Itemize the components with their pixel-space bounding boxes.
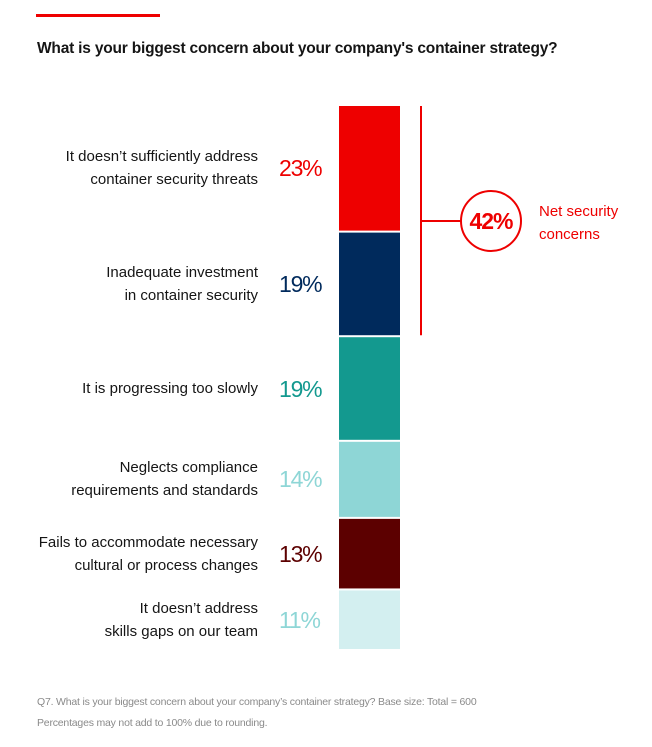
chart-title: What is your biggest concern about your … [37, 40, 558, 57]
category-label-4: Neglects compliance requirements and stan… [18, 456, 258, 502]
net-security-label: Net security concerns [539, 203, 619, 243]
category-label-line: in container security [124, 286, 258, 304]
value-label-5: 13% [279, 540, 323, 567]
category-label-line: Neglects compliance [119, 459, 258, 477]
category-label-line: container security threats [90, 171, 258, 189]
category-label-line: cultural or process changes [74, 556, 258, 574]
category-label-line: requirements and standards [71, 482, 258, 500]
bar-segment-4 [339, 441, 400, 517]
bar-segment-2 [339, 232, 400, 336]
bar-segment-6 [339, 590, 400, 649]
category-label-line: It doesn’t address [139, 599, 258, 617]
category-label-1: It doesn’t sufficiently address container… [18, 145, 258, 191]
category-label-line: It doesn’t sufficiently address [65, 148, 258, 166]
bar-segments [339, 106, 400, 649]
value-label-4: 14% [279, 466, 323, 493]
bar-segment-5 [339, 518, 400, 589]
footnote-question: Q7. What is your biggest concern about y… [37, 696, 477, 708]
category-label-2: Inadequate investment in container securi… [18, 261, 258, 307]
category-label-line: It is progressing too slowly [82, 380, 258, 397]
bar-segment-1 [339, 106, 400, 231]
value-label-1: 23% [279, 155, 323, 182]
category-label-line: Fails to accommodate necessary [38, 533, 258, 551]
accent-line [36, 14, 160, 17]
net-security-value: 42% [469, 208, 513, 234]
value-label-2: 19% [279, 270, 323, 297]
footnote-rounding: Percentages may not add to 100% due to r… [37, 717, 268, 729]
category-label-6: It doesn’t address skills gaps on our tea… [18, 597, 258, 643]
category-label-3: It is progressing too slowly [18, 377, 258, 400]
value-label-6: 11% [279, 606, 321, 633]
category-label-line: skills gaps on our team [104, 622, 258, 640]
value-label-3: 19% [279, 375, 323, 402]
net-security-circle [460, 190, 522, 252]
bar-segment-3 [339, 337, 400, 440]
net-security-bracket: 42% [420, 106, 522, 336]
category-label-line: Inadequate investment [106, 263, 258, 281]
category-label-5: Fails to accommodate necessary cultural o… [18, 531, 258, 577]
